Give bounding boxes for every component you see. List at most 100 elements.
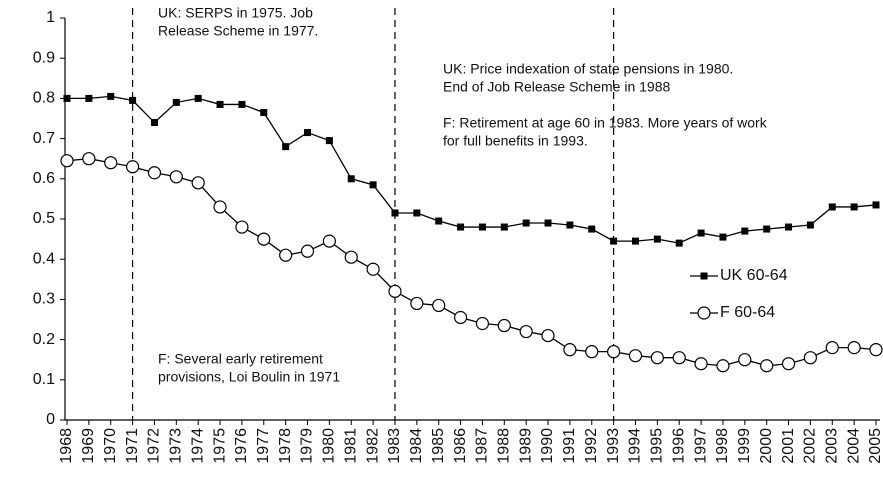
x-tick-label: 1972 [146, 428, 163, 464]
x-tick-label: 1969 [80, 428, 97, 464]
x-tick-label: 1988 [496, 428, 513, 464]
point [697, 229, 705, 237]
point [763, 225, 771, 233]
y-tick-label: 1 [46, 9, 55, 26]
point [566, 221, 574, 229]
point [497, 318, 511, 333]
point [716, 359, 730, 373]
point [869, 343, 883, 357]
series-line [66, 158, 877, 367]
x-tick-label: 1983 [386, 428, 403, 464]
point [760, 359, 774, 373]
point [522, 219, 530, 227]
x-tick-label: 1975 [211, 428, 228, 464]
point [828, 203, 836, 211]
x-tick-label: 1984 [408, 428, 425, 464]
point [235, 220, 249, 234]
y-tick-label: 0.3 [33, 291, 55, 308]
point [610, 237, 618, 245]
point [500, 223, 508, 231]
series-line [67, 95, 877, 244]
point [129, 96, 137, 104]
point [388, 284, 402, 298]
point [872, 201, 880, 209]
x-tick-label: 1978 [277, 428, 294, 464]
point [806, 221, 814, 229]
point [347, 175, 355, 183]
point [475, 316, 490, 331]
annotation: for full benefits in 1993. [443, 133, 588, 149]
point [125, 160, 140, 174]
x-tick-label: 1996 [670, 428, 687, 464]
x-tick-label: 1970 [102, 428, 119, 464]
y-tick-label: 0.7 [33, 130, 55, 147]
point [300, 244, 315, 258]
point [260, 108, 268, 116]
point [279, 248, 293, 262]
annotation: provisions, Loi Boulin in 1971 [158, 369, 340, 385]
point [435, 217, 443, 225]
y-tick-label: 0.4 [33, 250, 55, 267]
point [366, 262, 380, 276]
point [432, 298, 446, 313]
x-tick-label: 1991 [561, 428, 578, 464]
legend-label: F 60-64 [720, 304, 775, 321]
point [172, 98, 180, 106]
x-tick-label: 1968 [58, 428, 75, 464]
point [457, 223, 465, 231]
x-tick-label: 1997 [692, 428, 709, 464]
point [650, 351, 664, 365]
point [850, 203, 858, 211]
y-tick-label: 0.6 [33, 170, 55, 187]
x-tick-label: 1971 [124, 428, 141, 464]
point [82, 152, 96, 166]
annotation: UK: SERPS in 1975. Job [158, 5, 313, 21]
point [344, 250, 358, 264]
y-tick-label: 0.9 [33, 49, 55, 66]
point [541, 328, 555, 343]
point [675, 239, 683, 247]
point [85, 94, 93, 102]
x-tick-label: 2004 [845, 428, 862, 464]
annotation: F: Retirement at age 60 in 1983. More ye… [443, 115, 768, 131]
y-tick-label: 0.8 [33, 90, 55, 107]
x-tick-label: 1993 [605, 428, 622, 464]
point [369, 181, 377, 189]
point [107, 92, 115, 100]
annotation: Release Scheme in 1977. [158, 23, 318, 39]
legend-label: UK 60-64 [720, 267, 788, 284]
x-tick-label: 1998 [714, 428, 731, 464]
x-tick-label: 1989 [517, 428, 534, 464]
point [194, 94, 202, 102]
point [803, 351, 818, 365]
point [653, 235, 661, 243]
point [410, 296, 424, 311]
point [322, 234, 336, 248]
point [741, 227, 749, 235]
point [563, 343, 577, 357]
y-tick-label: 0.1 [33, 371, 55, 388]
point [304, 129, 312, 137]
x-tick-label: 2005 [867, 428, 883, 464]
annotation: UK: Price indexation of state pensions i… [443, 61, 733, 77]
x-tick-label: 1976 [233, 428, 250, 464]
point [785, 223, 793, 231]
point [588, 225, 596, 233]
point [325, 137, 333, 145]
x-tick-label: 1987 [474, 428, 491, 464]
point [672, 351, 686, 365]
point [544, 219, 552, 227]
point [847, 341, 861, 355]
point [738, 353, 752, 367]
x-tick-label: 1979 [299, 428, 316, 464]
point [453, 310, 468, 325]
point [478, 223, 486, 231]
x-tick-label: 1974 [189, 428, 206, 464]
x-tick-label: 1980 [321, 428, 338, 464]
point [282, 143, 290, 151]
point [700, 272, 708, 280]
point [631, 237, 639, 245]
x-tick-label: 1981 [342, 428, 359, 464]
point [694, 357, 708, 371]
annotation: End of Job Release Scheme in 1988 [443, 79, 670, 95]
